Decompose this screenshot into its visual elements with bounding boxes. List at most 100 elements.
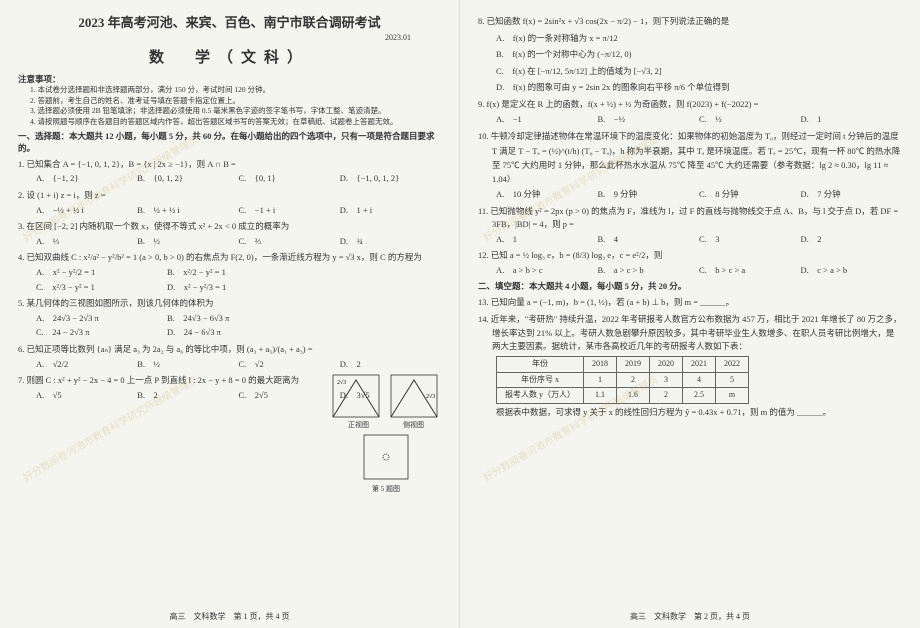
- q10-opt-b: B. 9 分钟: [598, 188, 700, 202]
- q4-opt-a: A. x² − y²/2 = 1: [36, 266, 167, 280]
- t14-c: 2021: [683, 356, 716, 372]
- q5-opt-a: A. 24√3 − 2√3 π: [36, 312, 167, 326]
- page-1: 2023 年高考河池、来宾、百色、南宁市联合调研考试 2023.01 数 学（文…: [0, 0, 460, 628]
- t14-c: 2018: [584, 356, 617, 372]
- svg-text:2√3: 2√3: [337, 379, 346, 386]
- section-b-header: 二、填空题：本大题共 4 小题，每小题 5 分，共 20 分。: [478, 281, 902, 293]
- q14-tail: 根据表中数据，可求得 y 关于 x 的线性回归方程为 ŷ = 0.43x + 0…: [478, 406, 902, 420]
- t14-c: 2020: [650, 356, 683, 372]
- question-9: 9. f(x) 是定义在 R 上的函数，f(x + ½) + ½ 为奇函数，则 …: [478, 98, 902, 126]
- page1-footer: 高三 文科数学 第 1 页，共 4 页: [0, 611, 459, 622]
- notice-header: 注意事项：: [18, 73, 441, 85]
- q2-opt-c: C. −1 + i: [239, 204, 340, 218]
- q9-stem: 9. f(x) 是定义在 R 上的函数，f(x + ½) + ½ 为奇函数，则 …: [478, 98, 902, 112]
- t14-c: 2.5: [683, 388, 716, 404]
- page-2: 8. 已知函数 f(x) = 2sin²x + √3 cos(2x − π/2)…: [460, 0, 920, 628]
- notice-item: 2. 答题前，考生自己的姓名、准考证号填在答题卡指定位置上。: [18, 96, 441, 107]
- question-4: 4. 已知双曲线 C : x²/a² − y²/b² = 1 (a > 0, b…: [18, 251, 441, 294]
- q2-opt-b: B. ½ + ½ i: [137, 204, 238, 218]
- q8-opt-d: D. f(x) 的图象可由 y = 2sin 2x 的图象向右平移 π/6 个单…: [496, 81, 902, 95]
- question-12: 12. 已知 a = ½ log₃ e，b = (8/3) log₃ e，c =…: [478, 249, 902, 277]
- t14-h1: 年份: [497, 356, 584, 372]
- q6-stem: 6. 已知正项等比数列 {aₙ} 满足 a₃ 为 2a₂ 与 a₆ 的等比中项，…: [18, 343, 441, 357]
- q11-opt-d: D. 2: [801, 233, 903, 247]
- q5-stem: 5. 某几何体的三视图如图所示，则该几何体的体积为: [18, 297, 441, 311]
- question-6: 6. 已知正项等比数列 {aₙ} 满足 a₃ 为 2a₂ 与 a₆ 的等比中项，…: [18, 343, 441, 371]
- question-10: 10. 牛顿冷却定律描述物体在常温环境下的温度变化：如果物体的初始温度为 T₀，…: [478, 129, 902, 201]
- notice-item: 1. 本试卷分选择题和非选择题两部分，满分 150 分，考试时间 120 分钟。: [18, 85, 441, 96]
- q6-opt-c: C. √2: [239, 358, 340, 372]
- q11-opt-b: B. 4: [598, 233, 700, 247]
- q5-side-label: 侧视图: [403, 420, 424, 430]
- q7-opt-c: C. 2√5: [239, 389, 340, 403]
- q5-front-label: 正视图: [348, 420, 369, 430]
- q2-opt-d: D. 1 + i: [340, 204, 441, 218]
- q4-opt-d: D. x² − y²/3 = 1: [167, 281, 298, 295]
- q4-stem: 4. 已知双曲线 C : x²/a² − y²/b² = 1 (a > 0, b…: [18, 251, 441, 265]
- t14-c: 2: [617, 372, 650, 388]
- q3-opt-c: C. ⅔: [239, 235, 340, 249]
- q14-table: 年份 2018 2019 2020 2021 2022 年份序号 x 1 2 3…: [496, 356, 749, 404]
- t14-c: 4: [683, 372, 716, 388]
- svg-text:2√3: 2√3: [426, 393, 435, 400]
- q11-opt-a: A. 1: [496, 233, 598, 247]
- q7-opt-b: B. 2: [137, 389, 238, 403]
- q9-opt-c: C. ½: [699, 113, 801, 127]
- q3-opt-a: A. ⅓: [36, 235, 137, 249]
- t14-c: m: [716, 388, 749, 404]
- question-1: 1. 已知集合 A = {−1, 0, 1, 2}，B = {x | 2x ≥ …: [18, 158, 441, 186]
- q1-opt-b: B. {0, 1, 2}: [137, 172, 238, 186]
- t14-c: 2: [650, 388, 683, 404]
- question-13: 13. 已知向量 a = (−1, m)，b = (1, ½)，若 (a + b…: [478, 296, 902, 310]
- q14-stem: 14. 近年来，"考研热" 持续升温，2022 年考研报考人数官方公布数据为 4…: [478, 313, 902, 354]
- t14-c: 3: [650, 372, 683, 388]
- q9-opt-d: D. 1: [801, 113, 903, 127]
- q2-stem: 2. 设 (1 + i) z = i，则 z =: [18, 189, 441, 203]
- question-3: 3. 在区间 [−2, 2] 内随机取一个数 x，使得不等式 x² + 2x <…: [18, 220, 441, 248]
- q4-opt-b: B. x²/2 − y² = 1: [167, 266, 298, 280]
- q9-opt-a: A. −1: [496, 113, 598, 127]
- q1-opt-a: A. {−1, 2}: [36, 172, 137, 186]
- q12-opt-a: A. a > b > c: [496, 264, 598, 278]
- question-5: 5. 某几何体的三视图如图所示，则该几何体的体积为 A. 24√3 − 2√3 …: [18, 297, 441, 340]
- triview-bottom-svg: [361, 432, 411, 482]
- t14-c: 2019: [617, 356, 650, 372]
- q5-opt-b: B. 24√3 − 6√3 π: [167, 312, 298, 326]
- q8-opt-b: B. f(x) 的一个对称中心为 (−π/12, 0): [496, 48, 902, 62]
- q5-opt-d: D. 24 − 6√3 π: [167, 326, 298, 340]
- q5-diagram: 2√3 2√3 正视图 侧视图 第 5 题图: [331, 370, 441, 494]
- notice-item: 4. 请按照题号顺序在各题目的答题区域内作答，超出答题区域书写的答案无效；在草稿…: [18, 117, 441, 128]
- notice-item: 3. 选择题必须使用 2B 铅笔填涂；非选择题必须使用 0.5 毫米黑色字迹的签…: [18, 106, 441, 117]
- q2-opt-a: A. −½ + ½ i: [36, 204, 137, 218]
- q1-stem: 1. 已知集合 A = {−1, 0, 1, 2}，B = {x | 2x ≥ …: [18, 158, 441, 172]
- q8-opt-c: C. f(x) 在 [−π/12, 5π/12] 上的值域为 [−√3, 2]: [496, 65, 902, 79]
- q3-stem: 3. 在区间 [−2, 2] 内随机取一个数 x，使得不等式 x² + 2x <…: [18, 220, 441, 234]
- question-2: 2. 设 (1 + i) z = i，则 z = A. −½ + ½ i B. …: [18, 189, 441, 217]
- question-8: 8. 已知函数 f(x) = 2sin²x + √3 cos(2x − π/2)…: [478, 15, 902, 95]
- q12-opt-c: C. b > c > a: [699, 264, 801, 278]
- q1-opt-c: C. {0, 1}: [239, 172, 340, 186]
- triview-top-svg: 2√3 2√3: [331, 370, 441, 420]
- q1-opt-d: D. {−1, 0, 1, 2}: [340, 172, 441, 186]
- q11-stem: 11. 已知抛物线 y² = 2px (p > 0) 的焦点为 F，准线为 l，…: [478, 205, 902, 232]
- t14-h3: 报考人数 y（万人）: [497, 388, 584, 404]
- q5-opt-c: C. 24 − 2√3 π: [36, 326, 167, 340]
- q5-caption: 第 5 题图: [331, 484, 441, 494]
- question-11: 11. 已知抛物线 y² = 2px (p > 0) 的焦点为 F，准线为 l，…: [478, 205, 902, 247]
- q8-stem: 8. 已知函数 f(x) = 2sin²x + √3 cos(2x − π/2)…: [478, 15, 902, 29]
- q8-opt-a: A. f(x) 的一条对称轴为 x = π/12: [496, 32, 902, 46]
- q3-opt-d: D. ¾: [340, 235, 441, 249]
- q3-opt-b: B. ½: [137, 235, 238, 249]
- q7-opt-a: A. √5: [36, 389, 137, 403]
- q12-opt-b: B. a > c > b: [598, 264, 700, 278]
- q10-opt-c: C. 8 分钟: [699, 188, 801, 202]
- exam-subject: 数 学（文科）: [18, 46, 441, 67]
- page2-footer: 高三 文科数学 第 2 页，共 4 页: [460, 611, 920, 622]
- q6-opt-a: A. √2/2: [36, 358, 137, 372]
- q10-opt-d: D. 7 分钟: [801, 188, 903, 202]
- question-14: 14. 近年来，"考研热" 持续升温，2022 年考研报考人数官方公布数据为 4…: [478, 313, 902, 420]
- q4-opt-c: C. x²/3 − y² = 1: [36, 281, 167, 295]
- q13-stem: 13. 已知向量 a = (−1, m)，b = (1, ½)，若 (a + b…: [478, 296, 902, 310]
- t14-c: 1: [584, 372, 617, 388]
- section-a-header: 一、选择题：本大题共 12 小题，每小题 5 分，共 60 分。在每小题给出的四…: [18, 131, 441, 155]
